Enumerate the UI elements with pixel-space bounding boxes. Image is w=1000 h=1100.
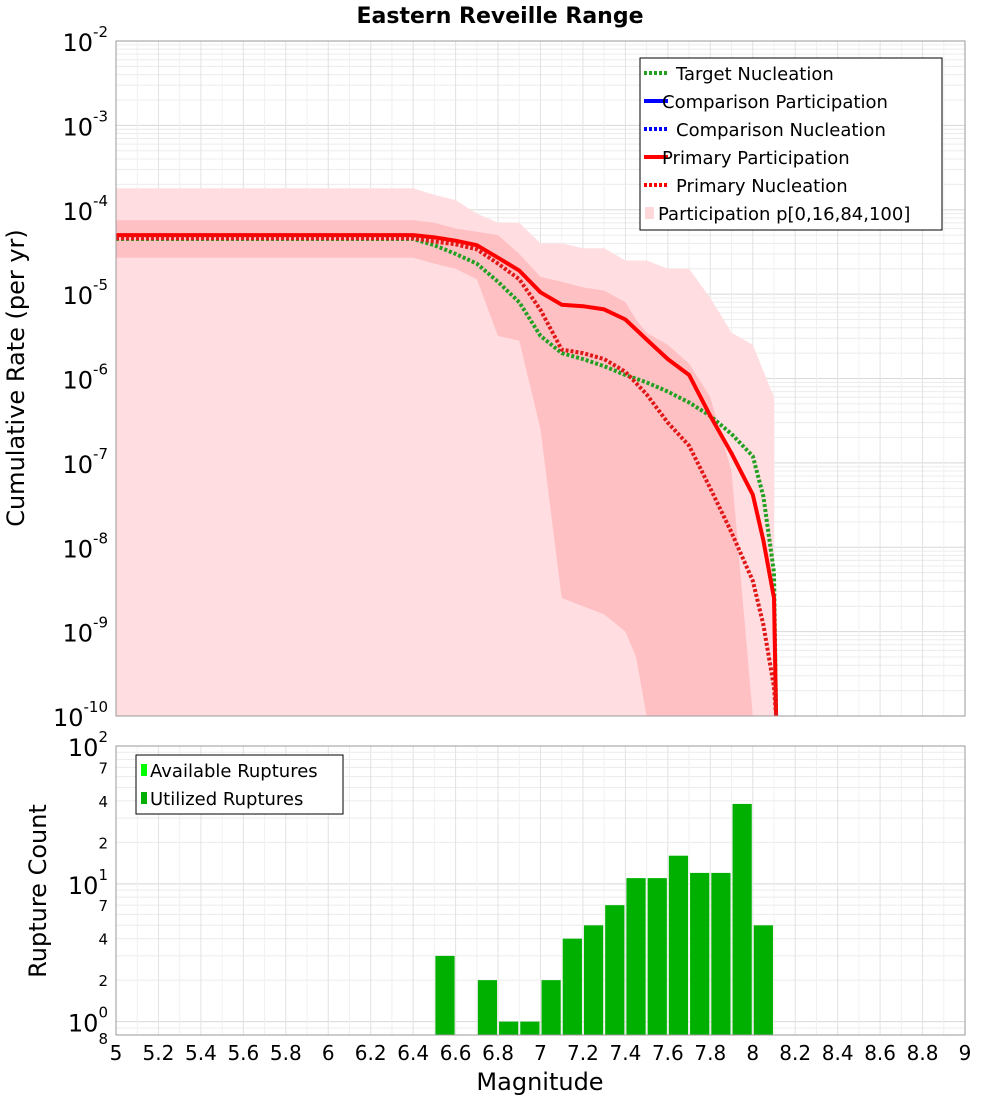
top-y-tick-label: 10-5 <box>62 276 108 310</box>
top-y-axis-label: Cumulative Rate (per yr) <box>2 229 30 527</box>
bottom-y-minor-tick-label: 7 <box>98 897 108 915</box>
x-ticks: 5 5.2 5.4 5.6 5.8 6 6.2 6.4 6.6 6.8 7 7.2 7.4 7.6 7.8 8… <box>110 1041 972 1065</box>
legend-label-primary-nucleation: Primary Nucleation <box>676 176 848 197</box>
bottom-y-ticks: 8 2 4 7 2 4 7 100 101 102 <box>68 728 108 1048</box>
x-tick-label: 5.6 <box>227 1041 259 1065</box>
top-legend: Target Nucleation Comparison Participatio… <box>639 57 943 231</box>
top-series <box>116 233 779 717</box>
top-y-tick-label: 10-3 <box>62 107 108 141</box>
bottom-y-major-tick-label: 102 <box>68 728 108 762</box>
rupture-bar <box>499 1021 519 1035</box>
x-tick-label: 6.8 <box>482 1041 514 1065</box>
top-y-tick-label: 10-4 <box>62 192 108 226</box>
x-tick-label: 7.8 <box>694 1041 726 1065</box>
top-plot-frame <box>115 40 966 717</box>
rupture-bar <box>690 872 710 1035</box>
top-y-tick-label: 10-6 <box>62 361 108 395</box>
legend-swatch-participation-p-0-16-84-100 <box>645 207 654 219</box>
chart-title: Eastern Reveille Range <box>356 4 643 29</box>
bottom-y-minor-tick-label: 2 <box>98 834 108 852</box>
x-tick-label: 9 <box>959 1041 972 1065</box>
bottom-y-minor-tick-label: 8 <box>98 1030 108 1048</box>
series-line-primary-nucleation <box>116 236 779 717</box>
bottom-y-major-tick-label: 100 <box>68 1004 108 1038</box>
top-y-tick-label: 10-10 <box>53 698 108 732</box>
series-line-target-nucleation <box>116 237 779 717</box>
x-tick-label: 6.4 <box>397 1041 429 1065</box>
top-y-ticks: 10-10 10-9 10-8 10-7 10-6 10-5 10-4 10-3 10-2 <box>53 23 108 732</box>
x-tick-label: 7.4 <box>609 1041 641 1065</box>
x-tick-label: 7 <box>534 1041 547 1065</box>
legend-swatch-available-ruptures <box>141 764 147 776</box>
rupture-bar <box>668 855 689 1035</box>
top-y-tick-label: 10-9 <box>62 614 108 648</box>
top-y-tick-label: 10-2 <box>62 23 108 57</box>
x-tick-label: 8.6 <box>864 1041 896 1065</box>
top-legend-box <box>639 57 943 231</box>
bottom-legend: Available Ruptures Utilized Ruptures <box>135 754 344 815</box>
x-tick-label: 8.4 <box>822 1041 854 1065</box>
rupture-bar <box>583 925 604 1035</box>
bottom-plot-frame <box>115 745 966 1036</box>
x-tick-label: 7.6 <box>652 1041 684 1065</box>
x-tick-label: 7.2 <box>567 1041 599 1065</box>
top-y-tick-label: 10-8 <box>62 529 108 563</box>
bottom-y-axis-label: Rupture Count <box>24 804 52 978</box>
top-y-tick-label: 10-7 <box>62 445 108 479</box>
bottom-y-major-tick-label: 101 <box>68 866 108 900</box>
legend-label-utilized-ruptures: Utilized Ruptures <box>150 789 303 810</box>
x-tick-label: 8.8 <box>907 1041 939 1065</box>
rupture-bar <box>753 925 773 1035</box>
x-tick-label: 6.2 <box>355 1041 387 1065</box>
legend-label-comparison-participation: Comparison Participation <box>662 92 888 113</box>
band-p16-p84 <box>116 220 753 717</box>
x-tick-label: 6.6 <box>440 1041 472 1065</box>
bottom-y-minor-tick-label: 7 <box>98 759 108 777</box>
rupture-bar <box>477 980 498 1035</box>
x-tick-label: 5.4 <box>185 1041 217 1065</box>
series-line-primary-participation <box>116 233 779 717</box>
bottom-plot: 8 2 4 7 2 4 7 100 101 102 5 5.2 5.4 5.6 5.8 6 6.2 6.4 6.6… <box>24 728 971 1096</box>
bottom-y-minor-tick-label: 4 <box>98 793 108 811</box>
bottom-y-minor-tick-label: 4 <box>98 931 108 949</box>
rupture-bar <box>541 980 561 1035</box>
rupture-bar <box>562 938 582 1035</box>
legend-label-comparison-nucleation: Comparison Nucleation <box>676 120 886 141</box>
legend-label-participation-p-0-16-84-100: Participation p[0,16,84,100] <box>658 204 910 225</box>
participation-bands <box>116 188 774 717</box>
legend-label-target-nucleation: Target Nucleation <box>675 64 834 85</box>
bottom-y-minor-tick-label: 2 <box>98 972 108 990</box>
rupture-bar <box>605 905 625 1035</box>
rupture-bars <box>435 803 773 1035</box>
x-tick-label: 8 <box>746 1041 759 1065</box>
rupture-bar <box>732 803 752 1035</box>
rupture-bar <box>647 878 667 1035</box>
legend-label-available-ruptures: Available Ruptures <box>150 761 318 782</box>
rupture-bar <box>520 1021 540 1035</box>
rupture-bar <box>435 955 455 1035</box>
x-axis-label: Magnitude <box>476 1068 603 1096</box>
x-tick-label: 5 <box>110 1041 123 1065</box>
rupture-bar <box>626 878 646 1035</box>
legend-label-primary-participation: Primary Participation <box>662 148 850 169</box>
x-tick-label: 8.2 <box>779 1041 811 1065</box>
x-tick-label: 5.2 <box>143 1041 175 1065</box>
x-tick-label: 6 <box>322 1041 335 1065</box>
x-tick-label: 5.8 <box>270 1041 302 1065</box>
legend-swatch-utilized-ruptures <box>141 792 147 804</box>
bottom-legend-box <box>135 754 344 815</box>
rupture-bar <box>711 872 731 1035</box>
top-plot: 10-10 10-9 10-8 10-7 10-6 10-5 10-4 10-3 10-2 Ea… <box>2 4 966 732</box>
